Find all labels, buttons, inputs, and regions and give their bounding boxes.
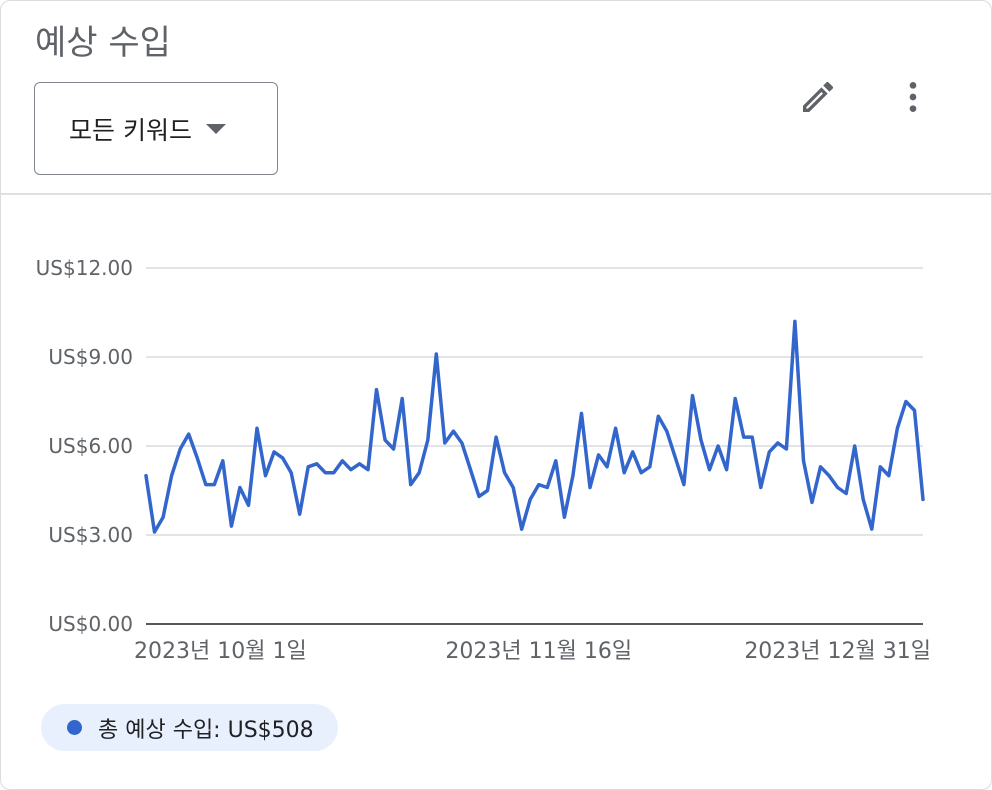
earnings-line-chart: US$0.00 US$3.00 US$6.00 US$9.00 US$12.00 2023… [36, 256, 931, 664]
y-tick-label: US$6.00 [48, 434, 133, 458]
y-tick-label: US$9.00 [48, 345, 133, 369]
more-options-button[interactable] [889, 73, 937, 121]
legend-chip[interactable]: 총 예상 수입: US$508 [41, 704, 338, 751]
edit-button[interactable] [794, 73, 842, 121]
header-divider [1, 193, 991, 195]
y-tick-label: US$3.00 [48, 523, 133, 547]
series-line [144, 319, 925, 534]
keyword-filter-dropdown[interactable]: 모든 키워드 [34, 82, 278, 175]
keyword-filter-label: 모든 키워드 [69, 115, 192, 145]
x-tick-label: 2023년 12월 31일 [744, 639, 931, 664]
x-tick-label: 2023년 11월 16일 [445, 639, 632, 664]
x-tick-label: 2023년 10월 1일 [134, 639, 307, 664]
y-tick-label: US$0.00 [48, 612, 133, 636]
legend-label: 총 예상 수입: US$508 [98, 717, 314, 743]
legend-series-dot [67, 720, 82, 735]
more-vert-icon [909, 82, 917, 112]
dropdown-arrow-icon [205, 123, 226, 134]
card-title: 예상 수입 [35, 23, 171, 63]
y-tick-label: US$12.00 [36, 256, 133, 280]
pencil-icon [803, 81, 834, 112]
